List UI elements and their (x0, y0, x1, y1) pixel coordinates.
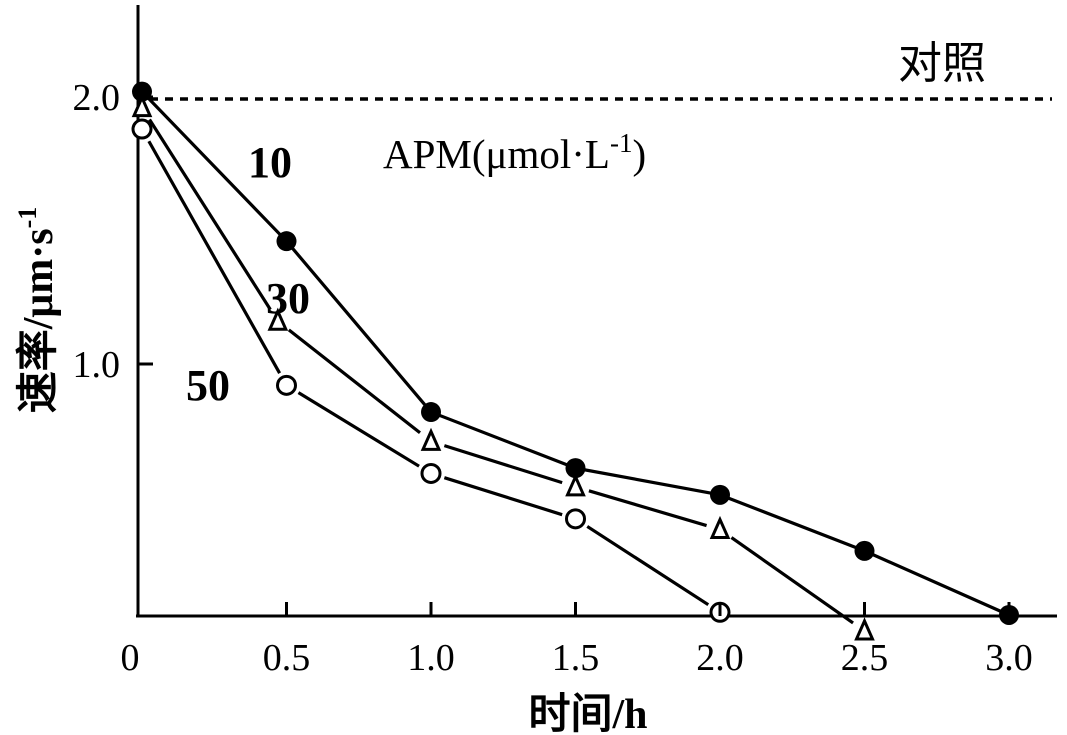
reference-label: 对照 (898, 39, 986, 88)
x-tick-label: 2.0 (696, 637, 744, 679)
data-point-open-triangle (267, 307, 289, 331)
ticks-layer: 0 0.5 1.0 1.5 2.0 2.5 3.0 1.0 2.0 (73, 77, 1033, 679)
series-line-segment (148, 118, 272, 311)
series-30 (131, 93, 875, 641)
x-tick-label: 1.5 (552, 637, 600, 679)
y-tick-label: 1.0 (73, 344, 121, 386)
x-tick-label: 0 (121, 637, 140, 679)
x-tick-label: 3.0 (985, 637, 1033, 679)
series-line-segment (730, 536, 854, 625)
x-tick-label: 2.5 (841, 637, 889, 679)
series-layer (131, 81, 1019, 641)
series-line-segment (285, 240, 433, 414)
data-point-filled-circle (710, 484, 730, 505)
data-point-open-triangle (420, 427, 442, 451)
data-point-open-triangle (854, 617, 875, 641)
series-line-segment (863, 549, 1010, 617)
series-line-segment (443, 476, 563, 517)
data-point-open-triangle (131, 93, 153, 118)
data-point-open-triangle (565, 473, 586, 497)
series-label-50: 50 (186, 361, 230, 410)
series-line-segment (147, 140, 282, 374)
x-tick-label: 0.5 (263, 637, 311, 679)
data-point-filled-circle (854, 540, 875, 561)
legend-title-tail: ) (632, 131, 646, 177)
data-point-open-triangle (709, 515, 731, 540)
data-point-open-circle (131, 118, 153, 140)
data-point-open-circle (276, 374, 297, 396)
data-point-open-circle (565, 508, 586, 530)
series-line-segment (297, 391, 420, 468)
series-10 (132, 81, 1019, 625)
series-label-30: 30 (266, 274, 310, 323)
x-tick-label: 1.0 (407, 637, 455, 679)
y-axis-label: 速率/μm·s-1 (13, 207, 62, 414)
series-line-segment (575, 466, 721, 497)
series-50 (131, 118, 731, 623)
data-point-open-circle (420, 462, 442, 484)
data-point-filled-circle (565, 458, 586, 479)
data-point-filled-circle (276, 231, 297, 252)
series-line-segment (586, 525, 710, 607)
series-line-segment (287, 328, 421, 435)
legend-title-main: APM(μmol·L (383, 131, 610, 177)
x-axis-label: 时间/h (528, 691, 647, 735)
series-line-segment (430, 410, 577, 470)
series-line-segment (588, 489, 708, 528)
legend-title-sup: -1 (610, 128, 633, 158)
series-line-segment (719, 493, 866, 553)
y-axis-label-main: 速率/μm·s (15, 228, 62, 413)
series-line-segment (140, 90, 288, 243)
y-tick-label: 2.0 (73, 77, 121, 119)
y-axis-label-sup: -1 (13, 207, 42, 229)
legend-title: APM(μmol·L-1) (383, 128, 646, 177)
series-label-10: 10 (248, 138, 292, 187)
series-line-segment (443, 444, 563, 485)
data-point-filled-circle (421, 402, 441, 423)
